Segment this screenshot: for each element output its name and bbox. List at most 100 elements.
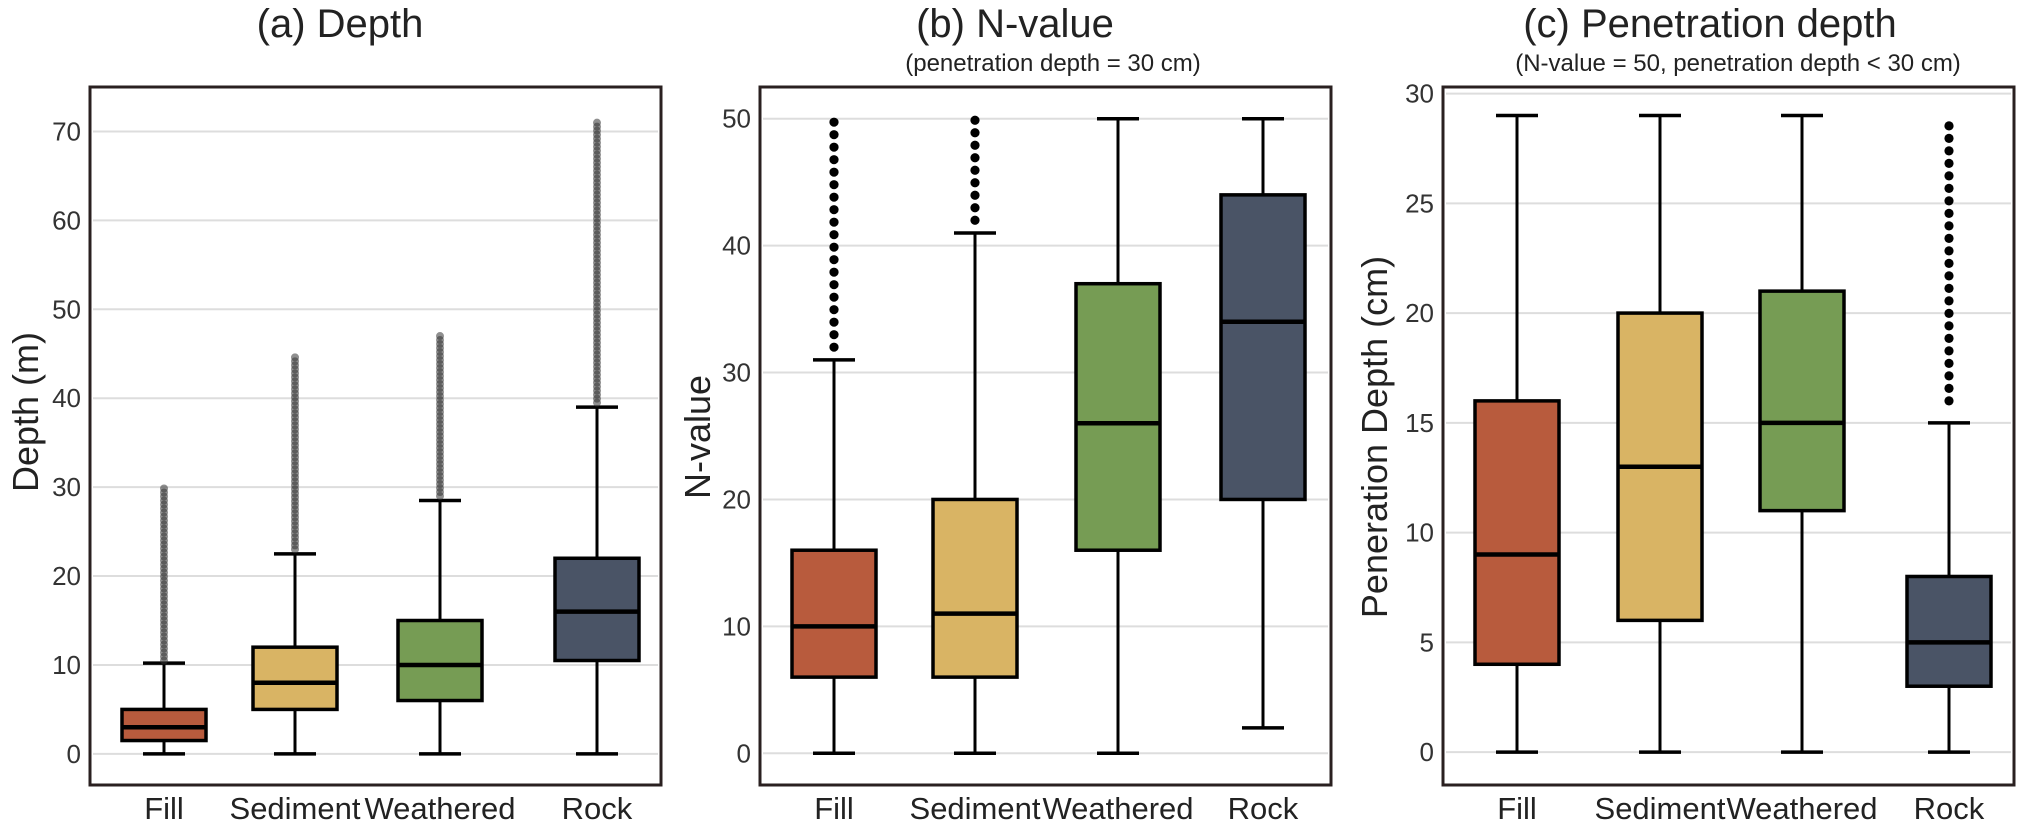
outlier-point — [829, 167, 839, 177]
panel-b-ytick-label: 10 — [722, 611, 751, 641]
outlier-point — [829, 192, 839, 202]
panel-b-title: (b) N-value — [916, 2, 1114, 46]
outlier-point — [1944, 308, 1954, 318]
outlier-point — [291, 353, 299, 362]
panel-a-ytick-label: 40 — [52, 383, 81, 413]
outlier-point — [160, 484, 168, 493]
panel-b-xticks: Fill Sediment Weathered Rock — [814, 791, 1299, 826]
outlier-point — [829, 230, 839, 240]
outlier-point — [1944, 333, 1954, 343]
outlier-point — [829, 242, 839, 252]
panel-b-ytick-label: 0 — [737, 738, 751, 768]
box-rock — [1905, 121, 1993, 754]
panel-b: (b) N-value (penetration depth = 30 cm) … — [677, 2, 1333, 826]
panel-c: (c) Penetration depth (N-value = 50, pen… — [1354, 2, 2016, 826]
outlier-point — [1944, 396, 1954, 406]
outlier-point — [1944, 371, 1954, 381]
panel-a-ytick-label: 70 — [52, 116, 81, 146]
panel-c-subtitle: (N-value = 50, penetration depth < 30 cm… — [1515, 50, 1961, 77]
iqr-box — [1758, 289, 1846, 513]
box-fill — [1473, 113, 1561, 754]
outlier-point — [829, 255, 839, 265]
panel-c-category-label: Rock — [1914, 791, 1985, 826]
outliers — [160, 484, 168, 665]
panel-b-category-label: Fill — [814, 791, 854, 826]
panel-b-ytick-label: 40 — [722, 231, 751, 261]
outlier-point — [970, 153, 980, 163]
panel-c-ytick-label: 0 — [1420, 737, 1434, 767]
box-sediment — [1616, 113, 1704, 754]
outlier-point — [970, 115, 980, 125]
outlier-point — [1944, 171, 1954, 181]
panel-c-category-label: Sediment — [1595, 791, 1726, 826]
outlier-point — [970, 140, 980, 150]
iqr-box — [251, 645, 339, 712]
outlier-point — [829, 330, 839, 340]
box-fill — [790, 117, 878, 756]
outliers — [829, 117, 839, 352]
panel-a-category-label: Fill — [144, 791, 184, 826]
outlier-point — [829, 130, 839, 140]
outlier-point — [1944, 221, 1954, 231]
outlier-point — [1944, 233, 1954, 243]
panel-c-xticks: Fill Sediment Weathered Rock — [1497, 791, 1985, 826]
panel-a-boxes — [120, 118, 641, 756]
panel-b-category-label: Weathered — [1042, 791, 1193, 826]
panel-c-ytick-label: 15 — [1405, 408, 1434, 438]
outlier-point — [1944, 258, 1954, 268]
panel-a: (a) Depth Depth (m) 0 10 20 30 40 50 60 … — [5, 2, 663, 826]
panel-c-frame — [1441, 85, 2016, 787]
panel-a-ytick-label: 50 — [52, 294, 81, 324]
box-weathered — [396, 332, 484, 756]
panel-a-category-label: Sediment — [230, 791, 361, 826]
panel-c-category-label: Weathered — [1726, 791, 1877, 826]
panel-a-frame — [88, 85, 663, 787]
panel-b-frame — [758, 85, 1333, 787]
panel-a-grid — [93, 130, 658, 755]
iqr-box — [931, 497, 1019, 679]
outlier-point — [829, 180, 839, 190]
outliers — [1944, 121, 1954, 406]
outlier-point — [436, 332, 444, 341]
outlier-point — [1944, 146, 1954, 156]
panel-b-category-label: Sediment — [910, 791, 1041, 826]
panel-a-ytick-label: 0 — [67, 739, 81, 769]
iqr-box — [1219, 193, 1307, 502]
outlier-point — [1944, 383, 1954, 393]
panel-c-ytick-label: 25 — [1405, 188, 1434, 218]
outlier-point — [1944, 246, 1954, 256]
outlier-point — [1944, 271, 1954, 281]
outlier-point — [829, 155, 839, 165]
outlier-point — [829, 280, 839, 290]
panel-a-ylabel: Depth (m) — [5, 332, 46, 492]
outlier-point — [829, 267, 839, 277]
iqr-box — [396, 618, 484, 703]
panel-a-ytick-label: 60 — [52, 205, 81, 235]
outlier-point — [829, 305, 839, 315]
iqr-box — [1074, 281, 1162, 552]
outlier-point — [829, 342, 839, 352]
panel-b-ytick-label: 50 — [722, 104, 751, 134]
panel-a-ytick-label: 30 — [52, 472, 81, 502]
iqr-box — [1473, 399, 1561, 667]
panel-c-ylabel: Peneration Depth (cm) — [1354, 256, 1395, 618]
panel-c-yticks: 0 5 10 15 20 25 30 — [1405, 79, 1434, 767]
panel-a-yticks: 0 10 20 30 40 50 60 70 — [52, 116, 81, 768]
panel-a-title: (a) Depth — [257, 2, 424, 46]
outlier-point — [970, 128, 980, 138]
box-sediment — [251, 353, 339, 756]
box-fill — [120, 484, 208, 756]
outlier-point — [1944, 133, 1954, 143]
outlier-point — [829, 217, 839, 227]
outlier-point — [829, 142, 839, 152]
panel-c-boxes — [1473, 113, 1993, 754]
outlier-point — [970, 178, 980, 188]
outlier-point — [970, 165, 980, 175]
outlier-point — [1944, 346, 1954, 356]
outliers — [291, 353, 299, 554]
panel-c-ytick-label: 30 — [1405, 79, 1434, 109]
outlier-point — [829, 117, 839, 127]
panel-b-yticks: 0 10 20 30 40 50 — [722, 104, 751, 769]
panel-a-ytick-label: 10 — [52, 650, 81, 680]
